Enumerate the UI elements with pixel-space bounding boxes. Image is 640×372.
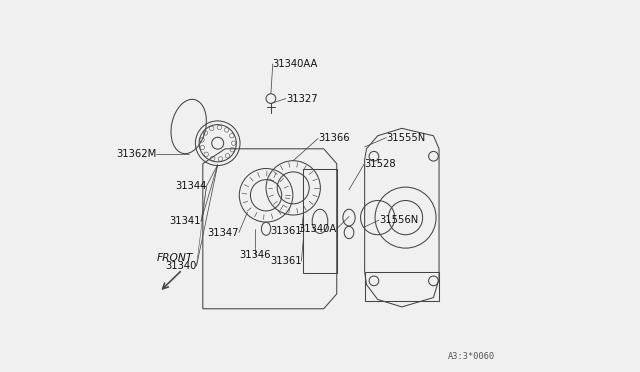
Text: FRONT: FRONT xyxy=(157,253,193,263)
Text: 31362M: 31362M xyxy=(116,150,156,159)
Text: 31347: 31347 xyxy=(207,228,239,237)
Text: A3:3*0060: A3:3*0060 xyxy=(447,352,495,361)
Text: 31366: 31366 xyxy=(318,134,350,143)
Text: 31361: 31361 xyxy=(270,256,301,266)
Text: 31344: 31344 xyxy=(175,181,207,191)
Text: 31327: 31327 xyxy=(286,94,317,103)
Text: 31555N: 31555N xyxy=(386,133,426,142)
Text: 31346: 31346 xyxy=(239,250,271,260)
Text: 31528: 31528 xyxy=(364,160,396,169)
Text: 31340: 31340 xyxy=(165,261,196,271)
Text: 31340A: 31340A xyxy=(298,224,337,234)
Text: 31556N: 31556N xyxy=(379,215,418,225)
Text: 31341: 31341 xyxy=(170,217,201,226)
Text: 31361: 31361 xyxy=(270,227,301,236)
Text: 31340AA: 31340AA xyxy=(273,59,318,69)
